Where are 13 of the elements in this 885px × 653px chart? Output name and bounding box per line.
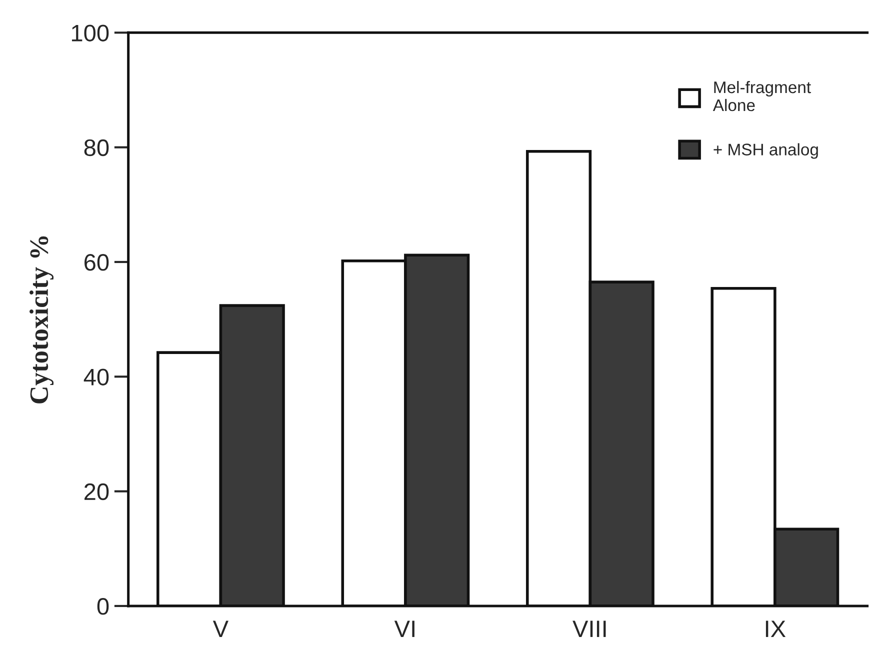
y-axis-title: Cytotoxicity % [30,236,54,404]
x-tick-label: VI [394,620,414,637]
x-tick-label: V [212,620,228,637]
y-tick-label: 40 [84,368,109,386]
y-tick-label: 80 [84,139,109,156]
y-tick-label: 20 [84,483,109,500]
y-tick-label: 0 [97,598,109,615]
y-tick-label: 60 [84,254,109,271]
legend-label: + MSH analog [714,143,818,159]
legend-label: Mel-fragment Alone [712,80,811,112]
x-tick-label: IX [766,620,786,637]
x-tick-label: VIII [572,620,606,637]
y-tick-label: 100 [72,24,109,42]
